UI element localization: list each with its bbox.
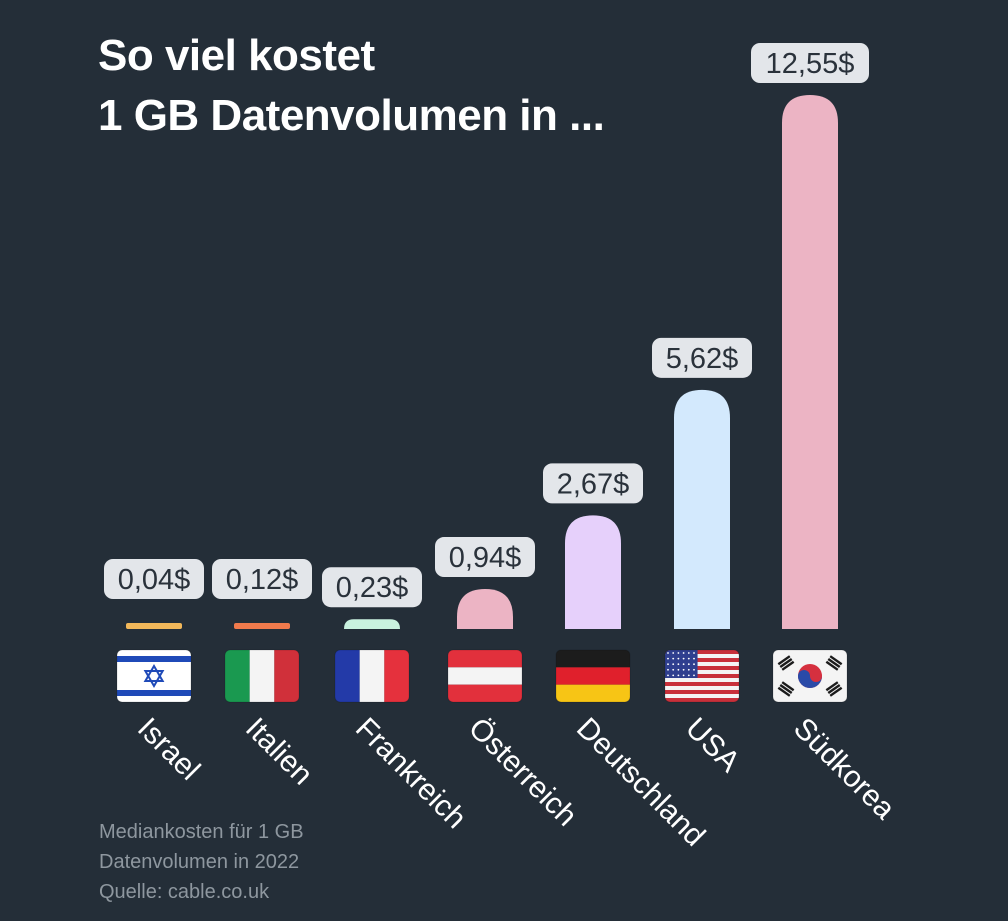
value-label-bg-suedkorea bbox=[751, 43, 869, 83]
france-flag-icon bbox=[334, 649, 410, 703]
category-label-israel: Israel bbox=[131, 712, 206, 787]
chart-title: So viel kostet 1 GB Datenvolumen in ... bbox=[98, 26, 605, 146]
bar-frankreich bbox=[344, 619, 400, 629]
bar-oesterreich bbox=[457, 589, 513, 629]
usa-flag-icon bbox=[664, 649, 740, 703]
category-label-suedkorea: Südkorea bbox=[787, 712, 901, 826]
bar-usa bbox=[674, 389, 730, 629]
value-label-bg-frankreich bbox=[322, 567, 422, 608]
bar-deutschland bbox=[565, 515, 621, 629]
germany-flag-icon bbox=[555, 649, 631, 703]
italy-flag-icon bbox=[224, 649, 300, 703]
value-label-bg-usa bbox=[652, 337, 752, 378]
category-label-oesterreich: Österreich bbox=[462, 712, 583, 833]
value-label-bg-italien bbox=[212, 559, 312, 599]
value-label-bg-deutschland bbox=[543, 463, 643, 504]
chart-title-line-2: 1 GB Datenvolumen in ... bbox=[98, 91, 605, 140]
source-note-line-2: Datenvolumen in 2022 bbox=[99, 851, 300, 873]
value-label-frankreich: 0,23$ bbox=[336, 572, 409, 604]
bar-suedkorea bbox=[782, 95, 838, 629]
source-note-line-1: Mediankosten für 1 GB bbox=[99, 821, 304, 843]
austria-flag-icon bbox=[447, 649, 523, 703]
bar-israel bbox=[126, 623, 182, 629]
value-label-bg-israel bbox=[104, 559, 204, 599]
chart-title-line-1: So viel kostet bbox=[98, 31, 375, 80]
source-note: Mediankosten für 1 GB Datenvolumen in 20… bbox=[99, 817, 304, 907]
value-label-bg-oesterreich bbox=[435, 537, 535, 578]
source-note-line-3: Quelle: cable.co.uk bbox=[99, 881, 270, 903]
bar-italien bbox=[234, 623, 290, 629]
category-label-frankreich: Frankreich bbox=[349, 712, 473, 836]
value-label-italien: 0,12$ bbox=[226, 564, 299, 596]
south-korea-flag-icon bbox=[772, 649, 848, 703]
value-label-oesterreich: 0,94$ bbox=[449, 542, 522, 574]
category-label-usa: USA bbox=[679, 712, 746, 779]
category-label-italien: Italien bbox=[239, 712, 319, 792]
value-label-suedkorea: 12,55$ bbox=[766, 48, 855, 80]
value-label-usa: 5,62$ bbox=[666, 343, 739, 375]
israel-flag-icon bbox=[116, 649, 192, 703]
value-label-israel: 0,04$ bbox=[118, 564, 191, 596]
value-label-deutschland: 2,67$ bbox=[557, 468, 630, 500]
